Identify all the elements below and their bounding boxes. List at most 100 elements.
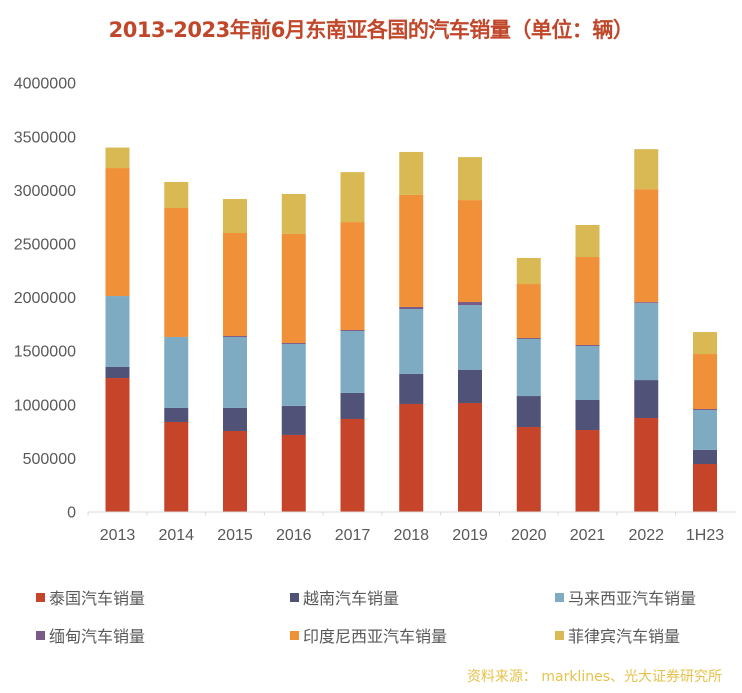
bar-segment-2017-s1 bbox=[340, 392, 365, 419]
x-tick-label: 1H23 bbox=[686, 527, 724, 544]
bar-segment-2013-s2 bbox=[105, 296, 130, 367]
bar-segment-2013-s4 bbox=[105, 168, 130, 297]
bars bbox=[105, 147, 717, 512]
bar-segment-2015-s0 bbox=[223, 430, 247, 512]
bar-stack-2017 bbox=[340, 172, 365, 512]
bar-segment-2017-s4 bbox=[340, 222, 365, 331]
x-tick-label: 2014 bbox=[158, 527, 194, 544]
legend-label: 菲律宾汽车销量 bbox=[568, 627, 681, 646]
legend-item: 印度尼西亚汽车销量 bbox=[290, 623, 447, 647]
legend-label: 越南汽车销量 bbox=[303, 589, 400, 608]
bar-segment-2017-s5 bbox=[340, 172, 365, 223]
bar-segment-2018-s5 bbox=[399, 151, 424, 195]
y-tick-label: 0 bbox=[67, 505, 76, 522]
bar-segment-1H23-s2 bbox=[693, 409, 717, 450]
legend-swatch bbox=[290, 630, 299, 640]
legend-swatch bbox=[290, 592, 299, 602]
bar-segment-2019-s2 bbox=[458, 305, 482, 370]
source-note: 资料来源： marklines、光大证券研究所 bbox=[466, 669, 722, 685]
bar-segment-2022-s3 bbox=[634, 302, 659, 304]
bar-segment-2013-s1 bbox=[105, 366, 130, 379]
bar-segment-2015-s3 bbox=[223, 336, 247, 337]
bar-segment-2015-s4 bbox=[223, 232, 247, 337]
bar-segment-2016-s0 bbox=[281, 434, 306, 512]
bar-segment-2017-s0 bbox=[340, 418, 365, 512]
bar-segment-2015-s5 bbox=[223, 199, 247, 233]
bar-segment-2022-s4 bbox=[634, 189, 659, 303]
bar-segment-2022-s1 bbox=[634, 380, 659, 419]
bar-segment-2015-s2 bbox=[223, 336, 247, 408]
bar-stack-2015 bbox=[223, 199, 247, 512]
y-tick-label: 2500000 bbox=[14, 237, 76, 254]
bar-segment-2016-s3 bbox=[281, 342, 306, 344]
bar-segment-2019-s5 bbox=[458, 157, 482, 201]
x-tick-label: 2019 bbox=[452, 527, 488, 544]
bar-stack-2021 bbox=[575, 224, 600, 512]
bar-segment-2013-s5 bbox=[105, 147, 130, 169]
y-tick-label: 1000000 bbox=[14, 397, 76, 414]
bar-segment-2022-s5 bbox=[634, 149, 659, 190]
x-tick-label: 2013 bbox=[100, 527, 136, 544]
legend-label: 缅甸汽车销量 bbox=[49, 627, 146, 646]
legend-swatch bbox=[555, 592, 564, 602]
x-tick-label: 2017 bbox=[335, 527, 371, 544]
x-tick-label: 2020 bbox=[511, 527, 547, 544]
x-tick-label: 2015 bbox=[217, 527, 253, 544]
bar-segment-1H23-s5 bbox=[693, 332, 717, 355]
bar-segment-2018-s2 bbox=[399, 308, 424, 374]
bar-segment-2020-s5 bbox=[516, 257, 541, 285]
bar-segment-2014-s5 bbox=[164, 181, 189, 209]
bar-segment-2021-s3 bbox=[575, 345, 600, 346]
bar-segment-2016-s5 bbox=[281, 193, 306, 234]
bar-segment-2014-s4 bbox=[164, 208, 189, 337]
y-axis: 0 500000 1000000 1500000 2000000 2500000 30000… bbox=[14, 76, 76, 522]
bar-segment-2019-s3 bbox=[458, 302, 482, 306]
bar-segment-2021-s4 bbox=[575, 257, 600, 346]
bar-segment-2017-s2 bbox=[340, 330, 365, 393]
bar-segment-2020-s1 bbox=[516, 396, 541, 428]
chart-title: 2013-2023年前6月东南亚各国的汽车销量（单位：辆） bbox=[108, 18, 634, 42]
bar-segment-2021-s1 bbox=[575, 400, 600, 431]
bar-segment-2020-s2 bbox=[516, 339, 541, 397]
bar-segment-1H23-s1 bbox=[693, 449, 717, 465]
stacked-bar-chart: 0 500000 1000000 1500000 2000000 2500000 30000… bbox=[14, 76, 736, 544]
legend-swatch bbox=[36, 630, 45, 640]
bar-segment-2019-s1 bbox=[458, 369, 482, 404]
bar-segment-1H23-s3 bbox=[693, 409, 717, 410]
bar-segment-2019-s4 bbox=[458, 200, 482, 303]
legend-swatch bbox=[555, 630, 564, 640]
y-tick-label: 1500000 bbox=[14, 344, 76, 361]
bar-segment-2016-s1 bbox=[281, 405, 306, 435]
legend-swatch bbox=[36, 592, 45, 602]
bar-segment-2017-s3 bbox=[340, 330, 365, 331]
legend-label: 马来西亚汽车销量 bbox=[568, 589, 697, 608]
legend-item: 缅甸汽车销量 bbox=[36, 623, 145, 647]
legend-item: 菲律宾汽车销量 bbox=[555, 623, 680, 647]
legend-label: 印度尼西亚汽车销量 bbox=[303, 627, 448, 646]
bar-segment-2014-s0 bbox=[164, 421, 189, 512]
legend-label: 泰国汽车销量 bbox=[49, 589, 146, 608]
bar-segment-2022-s0 bbox=[634, 418, 659, 512]
bar-segment-2014-s1 bbox=[164, 407, 189, 422]
x-tick-label: 2016 bbox=[276, 527, 312, 544]
bar-stack-1H23 bbox=[693, 332, 717, 512]
bar-segment-2018-s0 bbox=[399, 403, 424, 512]
bar-stack-2016 bbox=[281, 193, 306, 512]
bar-segment-2020-s4 bbox=[516, 284, 541, 339]
bar-segment-2018-s4 bbox=[399, 194, 424, 307]
bar-segment-2018-s3 bbox=[399, 306, 424, 309]
bar-stack-2013 bbox=[105, 147, 130, 512]
bar-stack-2014 bbox=[164, 181, 189, 512]
x-tick-label: 2021 bbox=[570, 527, 606, 544]
y-tick-label: 3500000 bbox=[14, 129, 76, 146]
bar-segment-2020-s0 bbox=[516, 427, 541, 512]
legend-item: 越南汽车销量 bbox=[290, 585, 399, 609]
bar-segment-1H23-s4 bbox=[693, 354, 717, 410]
bar-stack-2018 bbox=[399, 151, 424, 512]
bar-segment-2020-s3 bbox=[516, 338, 541, 340]
y-tick-label: 3000000 bbox=[14, 183, 76, 200]
bar-segment-2021-s2 bbox=[575, 345, 600, 401]
bar-segment-2018-s1 bbox=[399, 373, 424, 404]
bar-segment-1H23-s0 bbox=[693, 464, 717, 512]
bar-segment-2016-s2 bbox=[281, 343, 306, 406]
